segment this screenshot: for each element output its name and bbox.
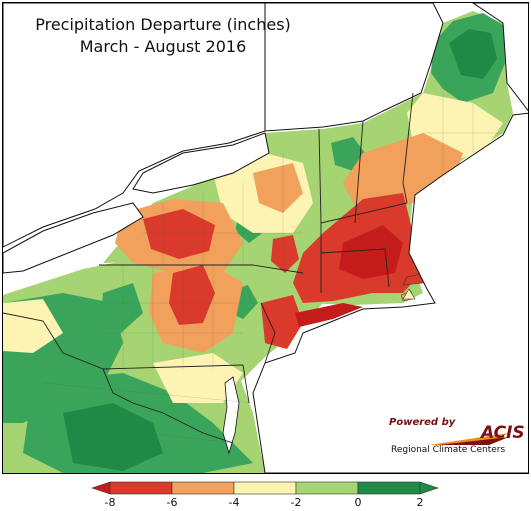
logo-org: Regional Climate Centers <box>391 445 506 455</box>
map-subtitle: March - August 2016 <box>79 37 247 56</box>
legend-bin-2 <box>171 481 235 495</box>
map-frame: Precipitation Departure (inches) March -… <box>2 2 529 474</box>
legend-bin-4 <box>295 481 359 495</box>
legend-bar <box>91 481 439 495</box>
ma-north-border <box>320 202 408 224</box>
logo-powered-by: Powered by <box>389 417 456 428</box>
map-title: Precipitation Departure (inches) <box>35 15 291 34</box>
legend-bin-1 <box>109 481 173 495</box>
ny-vt-border <box>318 128 322 224</box>
pa-red <box>169 265 215 325</box>
wv-border <box>3 312 134 404</box>
ny-central-orange <box>253 163 303 213</box>
cape-marker <box>402 288 416 300</box>
canada-east <box>264 3 444 132</box>
great-lakes <box>3 3 528 274</box>
precipitation-map <box>3 3 528 473</box>
legend-bin-5 <box>357 481 421 495</box>
acis-logo: Powered by ACIS Regional Climate Centers <box>389 417 525 461</box>
county-lines <box>42 93 503 444</box>
logo-acis: ACIS <box>481 423 525 443</box>
atlantic-ocean <box>252 112 528 473</box>
dry-areas <box>115 133 463 353</box>
ny-red <box>271 235 299 273</box>
ct-ma-border <box>320 248 386 254</box>
nj-red <box>261 295 303 349</box>
state-boundaries <box>3 92 414 444</box>
legend-tick: -4 <box>228 496 240 509</box>
lake-ontario <box>132 132 270 194</box>
ny-pa-border <box>99 264 304 274</box>
color-legend: -8 -6 -4 -2 0 2 <box>0 476 531 511</box>
vt-wet <box>331 137 365 171</box>
legend-tick: 0 <box>354 496 362 509</box>
legend-tick: -6 <box>166 496 178 509</box>
logo-swoosh-icon <box>429 433 509 445</box>
vt-nh-border <box>354 120 364 224</box>
maine-wet-core <box>449 29 497 79</box>
canada-ne <box>472 3 528 112</box>
va-border <box>132 402 234 444</box>
pa-md-border <box>102 364 244 370</box>
pa-west-wet <box>101 283 143 333</box>
pa-yellow <box>3 299 63 353</box>
nj-border <box>260 302 276 364</box>
lake-erie <box>3 202 144 274</box>
de-border <box>242 364 250 404</box>
legend-tick: 2 <box>416 496 424 509</box>
south-wet-core <box>63 403 163 471</box>
legend-tick: -8 <box>104 496 116 509</box>
ri-border <box>384 248 390 288</box>
legend-tick: -2 <box>290 496 302 509</box>
very-dry-areas <box>143 193 423 349</box>
legend-arrow-high <box>419 481 439 495</box>
li-red <box>295 303 363 327</box>
legend-arrow-low <box>91 481 111 495</box>
nh-me-border <box>402 92 414 204</box>
legend-bin-3 <box>233 481 297 495</box>
wny-red <box>143 209 215 259</box>
